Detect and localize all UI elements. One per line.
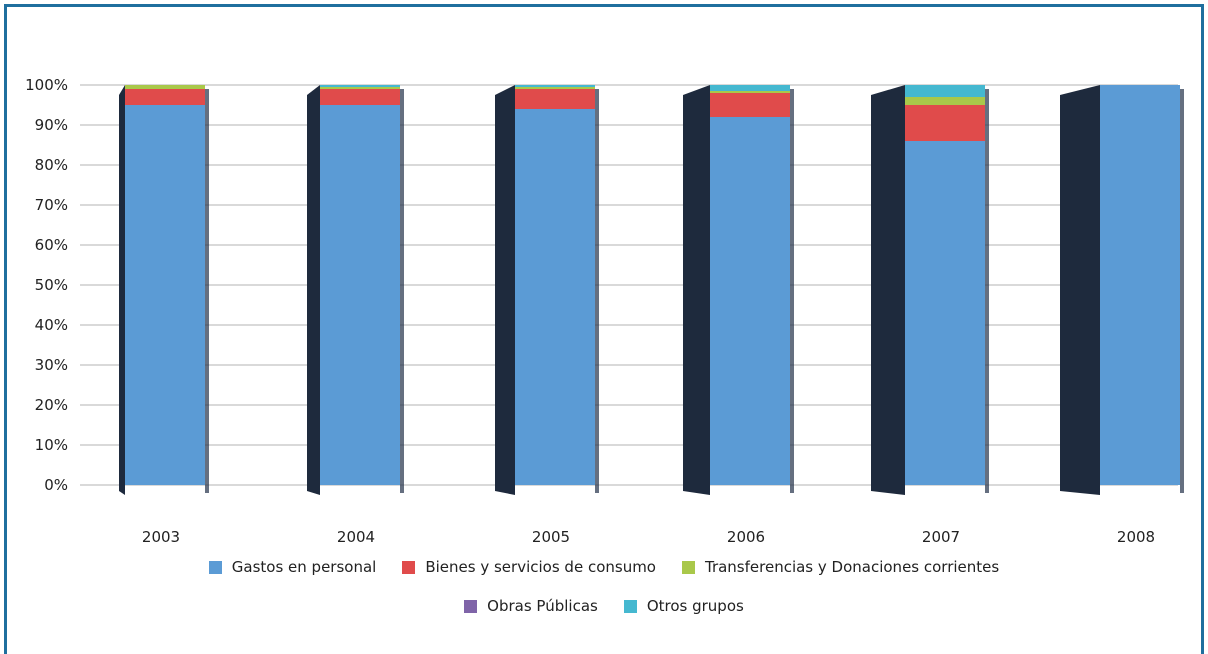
legend-row-1: Gastos en personal Bienes y servicios de… (0, 558, 1208, 576)
grid-lines (80, 84, 1178, 486)
bar-side-face (307, 85, 320, 495)
bar-edge (985, 89, 989, 493)
legend-label: Obras Públicas (487, 597, 598, 615)
legend-item-gastos: Gastos en personal (208, 558, 377, 576)
bar-stack-2005 (495, 85, 599, 495)
legend-swatch (402, 560, 416, 574)
y-tick-label: 60% (35, 236, 68, 254)
x-tick-label: 2005 (532, 528, 570, 546)
y-tick-label: 30% (35, 356, 68, 374)
x-tick-label: 2007 (922, 528, 960, 546)
x-axis-ticks: 2003 2004 2005 2006 2007 2008 (142, 528, 1155, 546)
bar-segment-bienes-y-servicios-de-consumo (320, 89, 400, 105)
y-tick-label: 90% (35, 116, 68, 134)
bar-segment-bienes-y-servicios-de-consumo (125, 89, 205, 105)
x-tick-label: 2004 (337, 528, 375, 546)
legend-swatch (464, 599, 478, 613)
bar-stack-2006 (683, 85, 794, 495)
x-tick-label: 2008 (1117, 528, 1155, 546)
y-tick-label: 80% (35, 156, 68, 174)
legend-label: Bienes y servicios de consumo (425, 558, 656, 576)
y-tick-label: 70% (35, 196, 68, 214)
bar-segment-otros-grupos (515, 85, 595, 87)
legend-label: Otros grupos (646, 597, 744, 615)
bar-segment-gastos-en-personal (320, 105, 400, 485)
chart-frame (4, 4, 1204, 654)
legend-swatch (623, 599, 637, 613)
x-tick-label: 2006 (727, 528, 765, 546)
y-tick-label: 40% (35, 316, 68, 334)
bar-segment-transferencias-y-donaciones-corrientes (125, 85, 205, 89)
y-tick-label: 20% (35, 396, 68, 414)
bar-segment-transferencias-y-donaciones-corrientes (320, 87, 400, 89)
bar-side-face (871, 85, 905, 495)
legend-label: Gastos en personal (231, 558, 377, 576)
bar-segment-gastos-en-personal (905, 141, 985, 485)
bar-stack-2008 (1060, 85, 1184, 495)
y-axis-ticks: 0% 10% 20% 30% 40% 50% 60% 70% 80% 90% 100% (25, 76, 68, 494)
bar-segment-transferencias-y-donaciones-corrientes (905, 97, 985, 105)
bar-edge (400, 89, 404, 493)
bar-edge (205, 89, 209, 493)
chart-area: 0%10%20%30%40%50%60%70%80%90%100% 2003 20… (25, 76, 1184, 546)
bar-segment-bienes-y-servicios-de-consumo (515, 89, 595, 109)
y-tick-label: 0% (44, 476, 68, 494)
legend-label: Transferencias y Donaciones corrientes (704, 558, 1000, 576)
bars (119, 85, 1184, 495)
bar-segment-transferencias-y-donaciones-corrientes (515, 87, 595, 89)
bar-stack-2003 (119, 85, 209, 495)
legend-row-2: Obras Públicas Otros grupos (0, 597, 1208, 615)
y-tick-label: 100% (25, 76, 68, 94)
bar-edge (790, 89, 794, 493)
bar-segment-gastos-en-personal (710, 117, 790, 485)
bar-edge (595, 89, 599, 493)
bar-segment-bienes-y-servicios-de-consumo (905, 105, 985, 141)
bar-edge (1180, 89, 1184, 493)
bar-segment-otros-grupos (905, 85, 985, 97)
legend-swatch (208, 560, 222, 574)
legend-item-transferencias: Transferencias y Donaciones corrientes (681, 558, 1000, 576)
bar-side-face (683, 85, 710, 495)
bar-stack-2007 (871, 85, 989, 495)
legend-item-bienes: Bienes y servicios de consumo (402, 558, 656, 576)
x-tick-label: 2003 (142, 528, 180, 546)
bar-segment-otros-grupos (710, 85, 790, 91)
bar-segment-transferencias-y-donaciones-corrientes (710, 91, 790, 93)
legend-item-otros: Otros grupos (623, 597, 744, 615)
y-tick-label: 50% (35, 276, 68, 294)
bar-segment-gastos-en-personal (1100, 85, 1180, 485)
bar-segment-gastos-en-personal (125, 105, 205, 485)
bar-segment-gastos-en-personal (515, 109, 595, 485)
bar-side-face (495, 85, 515, 495)
legend-item-obras: Obras Públicas (464, 597, 598, 615)
bar-segment-otros-grupos (320, 85, 400, 87)
bar-side-face (1060, 85, 1100, 495)
bar-side-face (119, 85, 125, 495)
bar-stack-2004 (307, 85, 404, 495)
y-tick-label: 10% (35, 436, 68, 454)
bar-segment-bienes-y-servicios-de-consumo (710, 93, 790, 117)
legend-swatch (681, 560, 695, 574)
